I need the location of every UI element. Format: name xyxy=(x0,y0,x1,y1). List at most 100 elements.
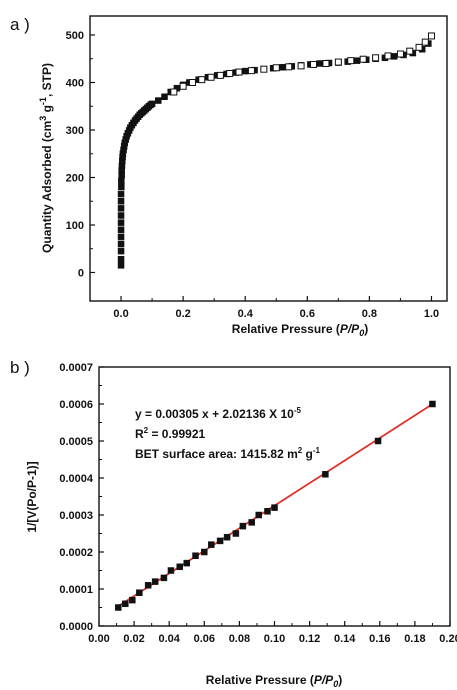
filled-square-point xyxy=(117,255,125,263)
open-square-point xyxy=(226,69,234,77)
y-tick-label: 0.0005 xyxy=(59,436,93,448)
y-ticks-b: 0.0000 0.0001 0.0002 0.0003 0.0004 0.0005 0.00… xyxy=(59,362,104,633)
x-tick-label: 0.20 xyxy=(439,633,457,645)
x-tick-label: 0.02 xyxy=(123,633,144,645)
panel-label-b: b ) xyxy=(10,358,30,377)
open-square-point xyxy=(170,88,178,96)
y-tick-label: 0.0007 xyxy=(59,362,93,374)
data-points-b xyxy=(115,400,436,611)
filled-square-point xyxy=(122,600,129,608)
filled-square-point xyxy=(155,97,162,104)
filled-square-point xyxy=(148,100,156,108)
plot-frame-b xyxy=(98,366,451,627)
filled-square-point xyxy=(151,578,159,585)
filled-square-point xyxy=(390,53,398,60)
y-tick-label: 300 xyxy=(66,125,84,137)
open-square-point xyxy=(235,68,243,76)
y-tick-label: 0.0006 xyxy=(59,399,93,411)
filled-square-point xyxy=(129,596,136,604)
panel-label-a: a ) xyxy=(10,15,30,34)
y-tick-label: 0.0003 xyxy=(59,510,93,522)
filled-square-point xyxy=(117,198,125,205)
x-tick-label: 0.10 xyxy=(264,633,285,645)
filled-square-point xyxy=(118,183,125,191)
y-tick-label: 0.0001 xyxy=(59,584,93,596)
filled-square-point xyxy=(374,437,382,445)
y-axis-label-b: 1/[V(Po/P-1)] xyxy=(25,461,39,532)
open-square-point xyxy=(427,32,435,40)
plot-frame-a xyxy=(89,15,448,302)
bet-surface-area: BET surface area: 1415.82 m2 g-1 xyxy=(135,446,321,461)
filled-square-point xyxy=(117,247,125,255)
filled-square-point xyxy=(117,205,125,212)
filled-square-point xyxy=(136,589,143,596)
filled-square-point xyxy=(167,567,175,574)
r-squared: R2 = 0.99921 xyxy=(135,426,206,441)
filled-square-point xyxy=(117,212,125,219)
x-tick-label: 0.16 xyxy=(369,633,390,645)
filled-square-point xyxy=(115,604,122,611)
filled-square-point xyxy=(201,548,208,556)
filled-square-point xyxy=(248,519,255,526)
y-tick-label: 500 xyxy=(66,30,84,42)
x-tick-label: 0.04 xyxy=(158,633,180,645)
open-square-point xyxy=(421,38,429,46)
y-tick-label: 400 xyxy=(66,78,84,90)
x-tick-label: 0.06 xyxy=(194,633,215,645)
filled-square-point xyxy=(322,471,329,478)
open-square-point xyxy=(359,55,367,63)
x-axis-label-b: Relative Pressure (P/P0) xyxy=(206,673,342,689)
filled-square-point xyxy=(117,262,125,269)
filled-square-point xyxy=(241,67,249,75)
y-axis-label-a: Quantity Adsorbed (cm3 g-1, STP) xyxy=(38,63,54,253)
x-tick-label: 0.18 xyxy=(404,633,425,645)
filled-square-point xyxy=(118,177,125,185)
open-square-point xyxy=(260,65,268,73)
x-tick-label: 1.0 xyxy=(424,308,439,320)
filled-square-point xyxy=(316,60,323,67)
open-square-point xyxy=(188,79,196,86)
open-square-point xyxy=(285,63,293,71)
filled-square-point xyxy=(183,559,190,567)
filled-square-point xyxy=(353,57,361,64)
filled-square-point xyxy=(117,226,125,233)
y-ticks-a: 0 100 200 300 400 500 xyxy=(66,30,95,280)
open-square-point xyxy=(207,73,215,81)
filled-square-point xyxy=(160,574,168,582)
x-tick-label: 0.8 xyxy=(362,308,377,320)
x-tick-label: 0.6 xyxy=(300,308,315,320)
filled-square-point xyxy=(117,233,125,241)
filled-square-point xyxy=(192,552,199,559)
bet-plot-chart: b ) 0.0000 0.0001 0.0002 0.0003 0.0004 0.0005… xyxy=(10,358,457,689)
open-square-point xyxy=(310,60,318,68)
x-tick-label: 0.08 xyxy=(229,633,250,645)
open-square-point xyxy=(247,67,255,75)
y-tick-label: 0.0002 xyxy=(59,547,93,559)
x-ticks-a: 0.0 0.2 0.4 0.6 0.8 1.0 xyxy=(113,296,439,320)
open-square-point xyxy=(297,62,305,70)
x-tick-label: 0.00 xyxy=(88,633,109,645)
filled-square-point xyxy=(117,219,125,226)
filled-square-point xyxy=(208,541,215,548)
filled-square-point xyxy=(117,190,125,198)
open-square-point xyxy=(347,57,355,65)
x-ticks-b: 0.00 0.02 0.04 0.06 0.08 0.10 0.12 0.14 0.16 0.18… xyxy=(88,621,457,645)
filled-square-point xyxy=(223,533,231,541)
y-tick-label: 0 xyxy=(78,268,84,280)
open-square-point xyxy=(396,50,404,58)
open-square-point xyxy=(216,71,224,79)
open-square-point xyxy=(272,64,280,72)
y-tick-label: 0.0000 xyxy=(59,621,93,633)
data-points-a xyxy=(117,32,435,269)
open-square-point xyxy=(198,76,206,84)
open-square-point xyxy=(406,47,414,55)
filled-square-point xyxy=(264,508,271,515)
open-square-point xyxy=(415,43,423,51)
x-tick-label: 0.2 xyxy=(175,308,190,320)
open-square-point xyxy=(179,82,187,90)
open-square-point xyxy=(384,52,392,60)
filled-square-point xyxy=(176,563,183,571)
filled-square-point xyxy=(271,504,278,511)
filled-square-point xyxy=(161,93,168,100)
